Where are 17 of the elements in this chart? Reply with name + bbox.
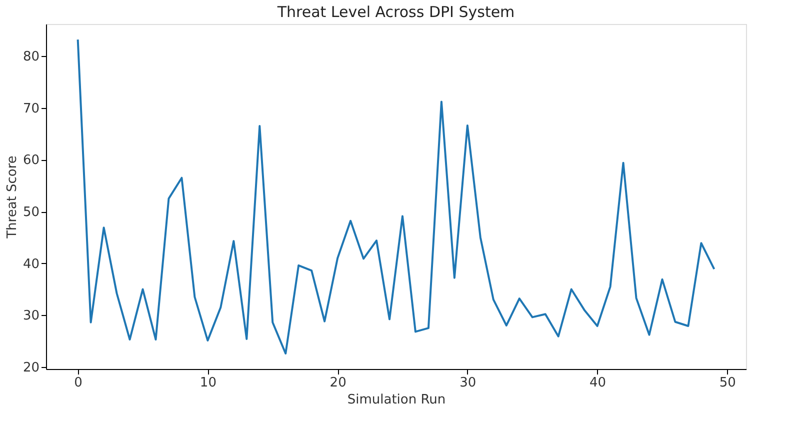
x-axis-title: Simulation Run — [347, 392, 446, 408]
y-tick-label: 20 — [22, 360, 40, 376]
y-tick-label: 80 — [22, 50, 40, 65]
y-tick-label: 50 — [22, 205, 40, 220]
x-tick-label: 10 — [200, 376, 216, 390]
y-tick-label: 60 — [22, 153, 40, 168]
x-tick-label: 20 — [330, 376, 346, 390]
y-axis-title: Threat Score — [4, 156, 20, 240]
x-tick-label: 40 — [590, 376, 606, 390]
x-tick-label: 30 — [460, 376, 476, 390]
line-series — [76, 38, 716, 354]
y-tick-label: 30 — [22, 308, 40, 324]
y-tick-label: 70 — [22, 101, 40, 116]
y-tick-label: 40 — [22, 256, 40, 272]
x-tick-label: 50 — [719, 376, 736, 390]
chart-title: Threat Level Across DPI System — [276, 3, 515, 21]
x-tick-label: 0 — [74, 376, 82, 390]
